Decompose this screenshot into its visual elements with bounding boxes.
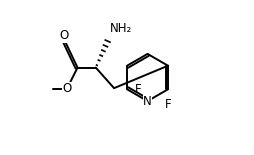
Text: F: F xyxy=(165,98,171,111)
Text: N: N xyxy=(143,95,152,108)
Text: F: F xyxy=(134,83,141,96)
Text: O: O xyxy=(59,29,68,42)
Text: O: O xyxy=(62,82,71,95)
Text: NH₂: NH₂ xyxy=(109,22,132,35)
